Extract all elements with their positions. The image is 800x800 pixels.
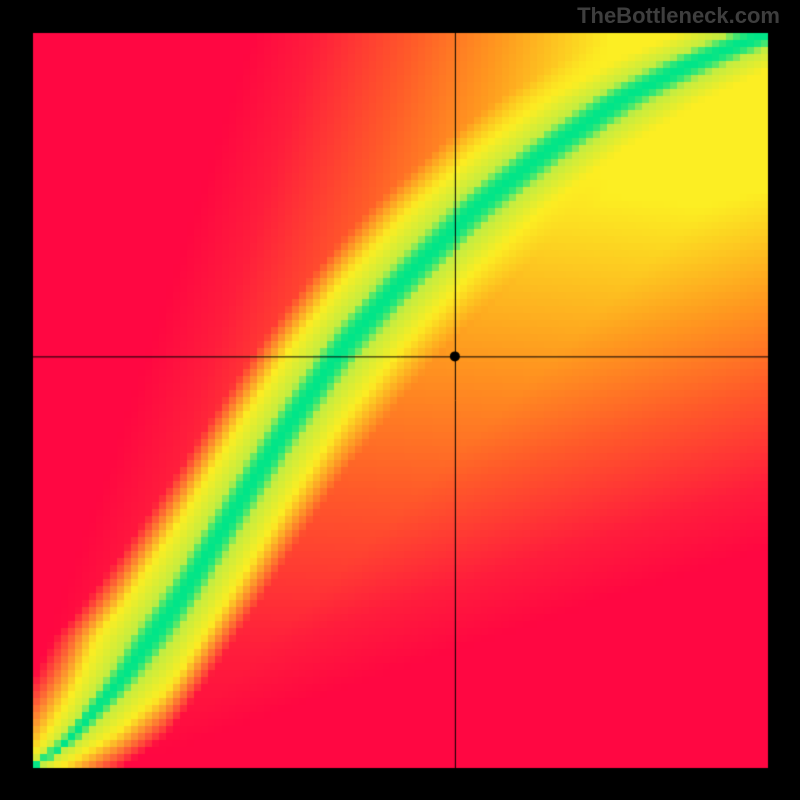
watermark-text: TheBottleneck.com <box>577 3 780 29</box>
chart-container: TheBottleneck.com <box>0 0 800 800</box>
heatmap-canvas <box>0 0 800 800</box>
